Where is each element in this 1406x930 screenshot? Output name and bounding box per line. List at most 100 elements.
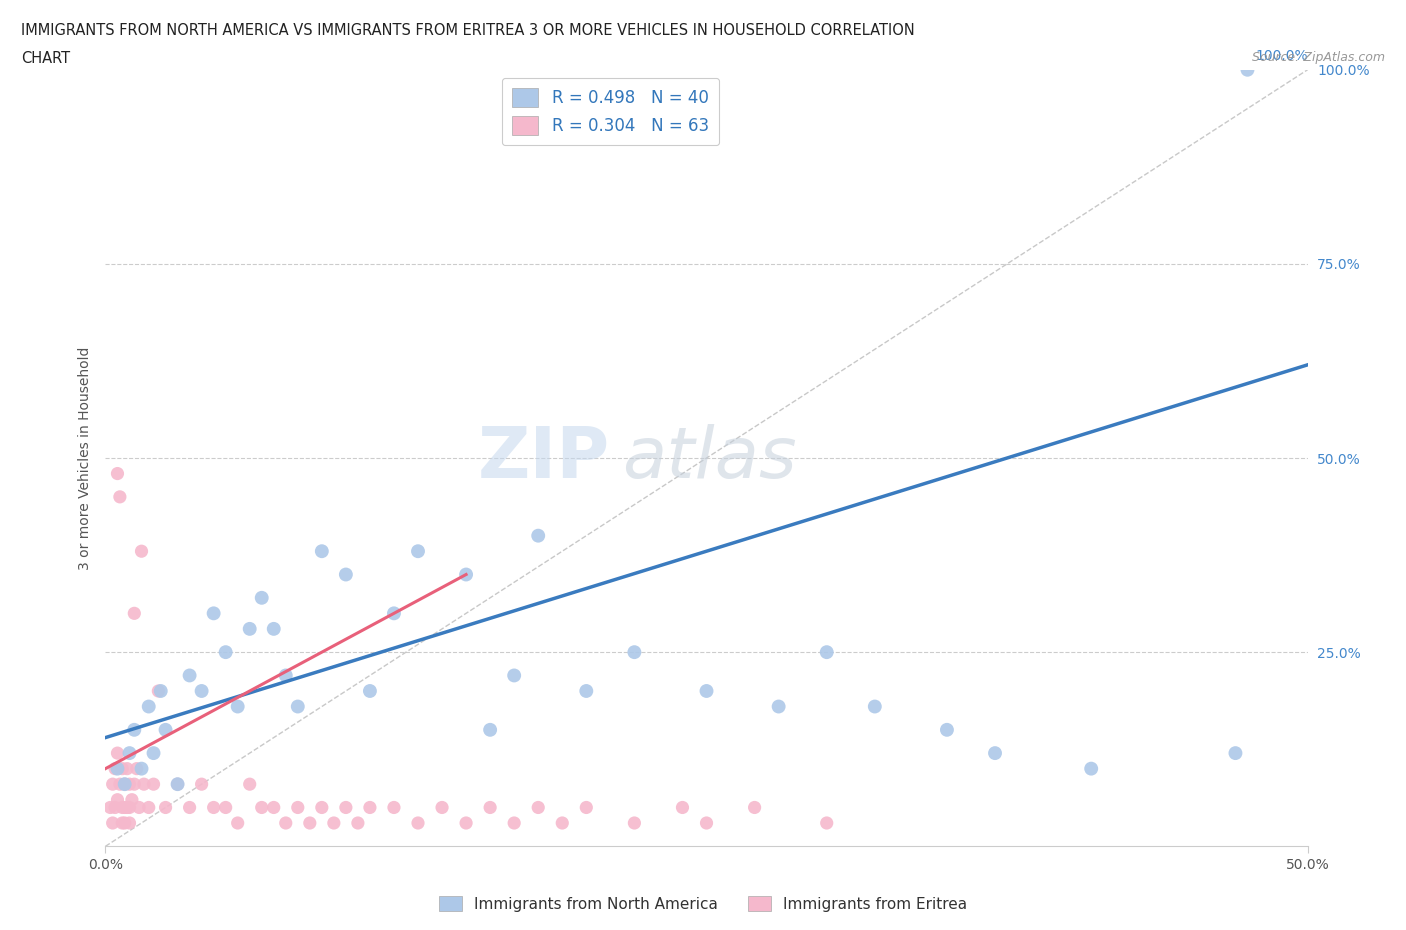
Point xyxy=(479,800,502,815)
Point xyxy=(214,800,236,815)
Point xyxy=(623,644,645,659)
Point xyxy=(128,800,150,815)
Point xyxy=(131,761,153,776)
Point xyxy=(121,792,143,807)
Point xyxy=(768,699,790,714)
Point xyxy=(1225,746,1247,761)
Point xyxy=(142,746,165,761)
Point xyxy=(202,606,225,621)
Point xyxy=(382,606,405,621)
Point xyxy=(166,777,188,791)
Point xyxy=(149,684,172,698)
Point xyxy=(287,800,309,815)
Point xyxy=(406,816,429,830)
Point xyxy=(226,699,249,714)
Point xyxy=(114,800,136,815)
Point xyxy=(744,800,766,815)
Point xyxy=(239,777,262,791)
Point xyxy=(98,800,121,815)
Point xyxy=(202,800,225,815)
Point xyxy=(815,644,838,659)
Point xyxy=(124,723,146,737)
Point xyxy=(111,800,134,815)
Point xyxy=(250,800,273,815)
Point xyxy=(142,777,165,791)
Point xyxy=(104,800,127,815)
Point xyxy=(114,777,136,791)
Point xyxy=(527,800,550,815)
Point xyxy=(359,800,381,815)
Point xyxy=(347,816,370,830)
Point xyxy=(863,699,886,714)
Point xyxy=(101,816,124,830)
Point xyxy=(214,644,236,659)
Text: atlas: atlas xyxy=(623,423,797,493)
Point xyxy=(125,761,148,776)
Point xyxy=(322,816,344,830)
Y-axis label: 3 or more Vehicles in Household: 3 or more Vehicles in Household xyxy=(77,346,91,570)
Text: 100.0%: 100.0% xyxy=(1256,48,1308,63)
Point xyxy=(454,816,477,830)
Point xyxy=(984,746,1007,761)
Point xyxy=(155,800,177,815)
Point xyxy=(179,668,201,683)
Point xyxy=(138,699,160,714)
Point xyxy=(190,777,212,791)
Point xyxy=(107,466,129,481)
Text: CHART: CHART xyxy=(21,51,70,66)
Point xyxy=(696,816,718,830)
Point xyxy=(382,800,405,815)
Point xyxy=(114,777,136,791)
Point xyxy=(274,668,297,683)
Point xyxy=(115,800,138,815)
Point xyxy=(107,761,129,776)
Point xyxy=(118,777,141,791)
Point xyxy=(1080,761,1102,776)
Point xyxy=(124,777,146,791)
Point xyxy=(311,800,333,815)
Point xyxy=(190,684,212,698)
Point xyxy=(430,800,453,815)
Point xyxy=(148,684,170,698)
Point xyxy=(166,777,188,791)
Point xyxy=(551,816,574,830)
Point xyxy=(335,800,357,815)
Point xyxy=(114,816,136,830)
Point xyxy=(359,684,381,698)
Point xyxy=(132,777,155,791)
Point xyxy=(118,746,141,761)
Point xyxy=(239,621,262,636)
Point xyxy=(1236,62,1258,77)
Point xyxy=(131,544,153,559)
Point xyxy=(287,699,309,714)
Text: IMMIGRANTS FROM NORTH AMERICA VS IMMIGRANTS FROM ERITREA 3 OR MORE VEHICLES IN H: IMMIGRANTS FROM NORTH AMERICA VS IMMIGRA… xyxy=(21,23,915,38)
Point xyxy=(671,800,693,815)
Point xyxy=(111,761,134,776)
Point xyxy=(104,761,127,776)
Point xyxy=(118,816,141,830)
Point xyxy=(108,489,131,504)
Point xyxy=(111,816,134,830)
Point xyxy=(623,816,645,830)
Point xyxy=(118,800,141,815)
Point xyxy=(311,544,333,559)
Point xyxy=(101,777,124,791)
Text: Source: ZipAtlas.com: Source: ZipAtlas.com xyxy=(1251,51,1385,64)
Point xyxy=(815,816,838,830)
Point xyxy=(454,567,477,582)
Point xyxy=(527,528,550,543)
Point xyxy=(335,567,357,582)
Point xyxy=(263,621,285,636)
Point xyxy=(107,746,129,761)
Point xyxy=(138,800,160,815)
Legend: Immigrants from North America, Immigrants from Eritrea: Immigrants from North America, Immigrant… xyxy=(433,889,973,918)
Text: ZIP: ZIP xyxy=(478,423,610,493)
Point xyxy=(479,723,502,737)
Point xyxy=(179,800,201,815)
Point xyxy=(696,684,718,698)
Point xyxy=(274,816,297,830)
Legend: R = 0.498   N = 40, R = 0.304   N = 63: R = 0.498 N = 40, R = 0.304 N = 63 xyxy=(502,78,718,145)
Point xyxy=(575,800,598,815)
Point xyxy=(108,777,131,791)
Point xyxy=(250,591,273,605)
